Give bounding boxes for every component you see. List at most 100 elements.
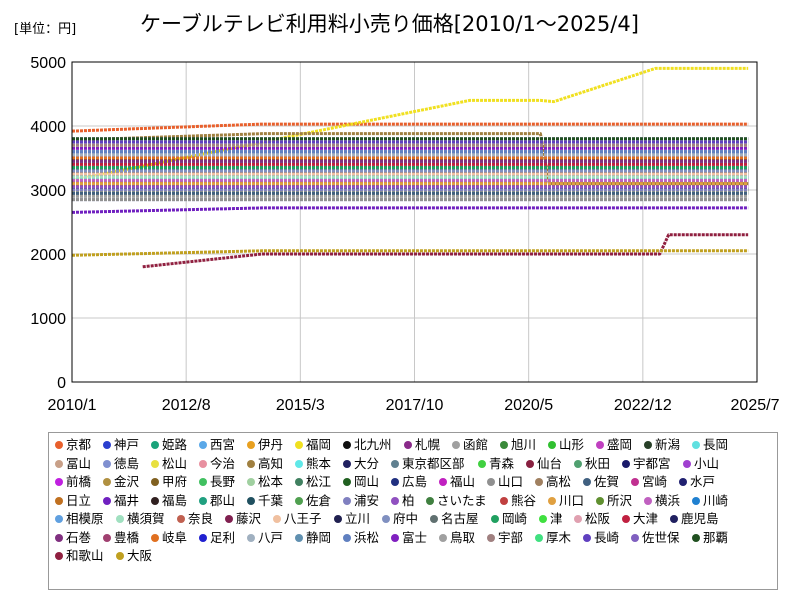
legend-item: 旭川 (500, 437, 536, 453)
legend-item: 奈良 (177, 511, 213, 527)
legend-label: 前橋 (66, 474, 92, 489)
legend-label: 宇都宮 (633, 455, 671, 471)
legend-marker (500, 496, 508, 505)
legend-item: 山形 (548, 437, 584, 453)
legend-marker (679, 478, 687, 486)
legend-item: 熊谷 (500, 493, 536, 509)
legend-label: 藤沢 (236, 511, 262, 526)
legend-item: 川崎 (692, 493, 728, 509)
legend-item: 津 (539, 511, 563, 527)
legend-marker (391, 478, 399, 486)
legend-item: 浜松 (343, 530, 379, 546)
series-京都 (71, 122, 749, 133)
legend-marker (103, 459, 111, 468)
legend-label: 札幌 (415, 437, 441, 452)
legend-marker (334, 515, 342, 523)
legend-label: 川口 (559, 492, 585, 508)
legend-marker (526, 459, 534, 468)
series-高知 (71, 132, 749, 186)
legend-label: 長野 (210, 474, 236, 489)
legend-marker (247, 478, 255, 486)
legend-marker (439, 533, 447, 542)
legend-marker (103, 496, 111, 505)
legend-item: 鳥取 (439, 530, 475, 546)
legend-label: 金沢 (114, 474, 140, 489)
legend-marker (199, 533, 207, 542)
legend-marker (487, 533, 495, 542)
series-福井 (71, 206, 749, 214)
legend-item: 京都 (55, 437, 91, 453)
legend-label: 相模原 (66, 511, 104, 526)
legend-marker (199, 459, 207, 468)
legend-label: 横須賀 (127, 511, 165, 526)
y-axis-tick-labels: 0 1000 2000 3000 4000 5000 (30, 55, 66, 392)
legend-item: 熊本 (295, 456, 331, 472)
legend-label: 姫路 (162, 437, 188, 452)
legend-item: 和歌山 (55, 548, 104, 564)
legend-item: 松江 (295, 474, 331, 490)
legend-marker (151, 496, 159, 505)
legend-label: 旭川 (511, 437, 537, 452)
legend-label: 岡崎 (502, 511, 528, 526)
legend-marker (683, 459, 691, 468)
legend-label: 奈良 (188, 511, 214, 526)
x-tick-label: 2025/7 (731, 397, 780, 414)
legend-marker (55, 496, 63, 505)
legend-item: 広島 (391, 474, 427, 490)
legend-item: 新潟 (644, 437, 680, 453)
legend-item: 小山 (683, 456, 719, 472)
legend-item: 盛岡 (596, 437, 632, 453)
legend-label: 松江 (306, 474, 332, 489)
legend-item: 佐世保 (631, 530, 680, 546)
legend-label: 盛岡 (607, 437, 633, 452)
legend-label: 厚木 (546, 529, 572, 545)
series-lines (71, 66, 749, 269)
legend-item: 福岡 (295, 437, 331, 453)
legend-item: 岡崎 (491, 511, 527, 527)
legend-item: 所沢 (596, 493, 632, 509)
legend-marker (295, 533, 303, 542)
legend-marker (295, 441, 303, 449)
legend-label: 岐阜 (162, 529, 188, 545)
legend-item: 横須賀 (116, 511, 165, 527)
legend-item: 秋田 (574, 456, 610, 472)
legend-label: 宇部 (498, 529, 524, 545)
legend-label: 大津 (633, 511, 659, 526)
legend-label: 伊丹 (258, 437, 284, 452)
legend-item: 今治 (199, 456, 235, 472)
series-和歌山 (142, 233, 749, 269)
legend-marker (644, 441, 652, 449)
legend-marker (574, 459, 582, 468)
legend-marker (692, 496, 700, 505)
legend-marker (391, 459, 399, 468)
legend-marker (55, 552, 63, 560)
legend-item: さいたま (426, 493, 487, 509)
legend-item: 東京都区部 (391, 456, 465, 472)
x-tick-label: 2010/1 (48, 397, 97, 414)
legend-label: 鳥取 (450, 529, 476, 545)
chart-title: ケーブルテレビ利用料小売り価格[2010/1～2025/4] (140, 12, 639, 36)
legend-marker (548, 441, 556, 449)
legend-item: 大阪 (116, 548, 152, 564)
legend-label: 名古屋 (441, 511, 479, 526)
legend-marker (382, 515, 390, 523)
legend-item: 松阪 (574, 511, 610, 527)
legend-label: 大分 (354, 455, 380, 471)
legend-marker (426, 496, 434, 505)
legend-item: 佐倉 (295, 493, 331, 509)
legend-marker (343, 441, 351, 449)
legend-item: 札幌 (404, 437, 440, 453)
legend-marker (478, 459, 486, 468)
legend-label: 福岡 (306, 437, 332, 452)
legend-label: 川崎 (703, 492, 729, 508)
legend-label: 福井 (114, 492, 140, 508)
legend-marker (55, 533, 63, 542)
legend-label: 佐倉 (306, 492, 332, 508)
legend-marker (199, 478, 207, 486)
legend-item: 富士 (391, 530, 427, 546)
legend-item: 浦安 (343, 493, 379, 509)
legend-marker (247, 533, 255, 542)
legend-label: 冨山 (66, 455, 92, 471)
legend-marker (539, 515, 547, 523)
legend-label: 所沢 (607, 492, 633, 508)
